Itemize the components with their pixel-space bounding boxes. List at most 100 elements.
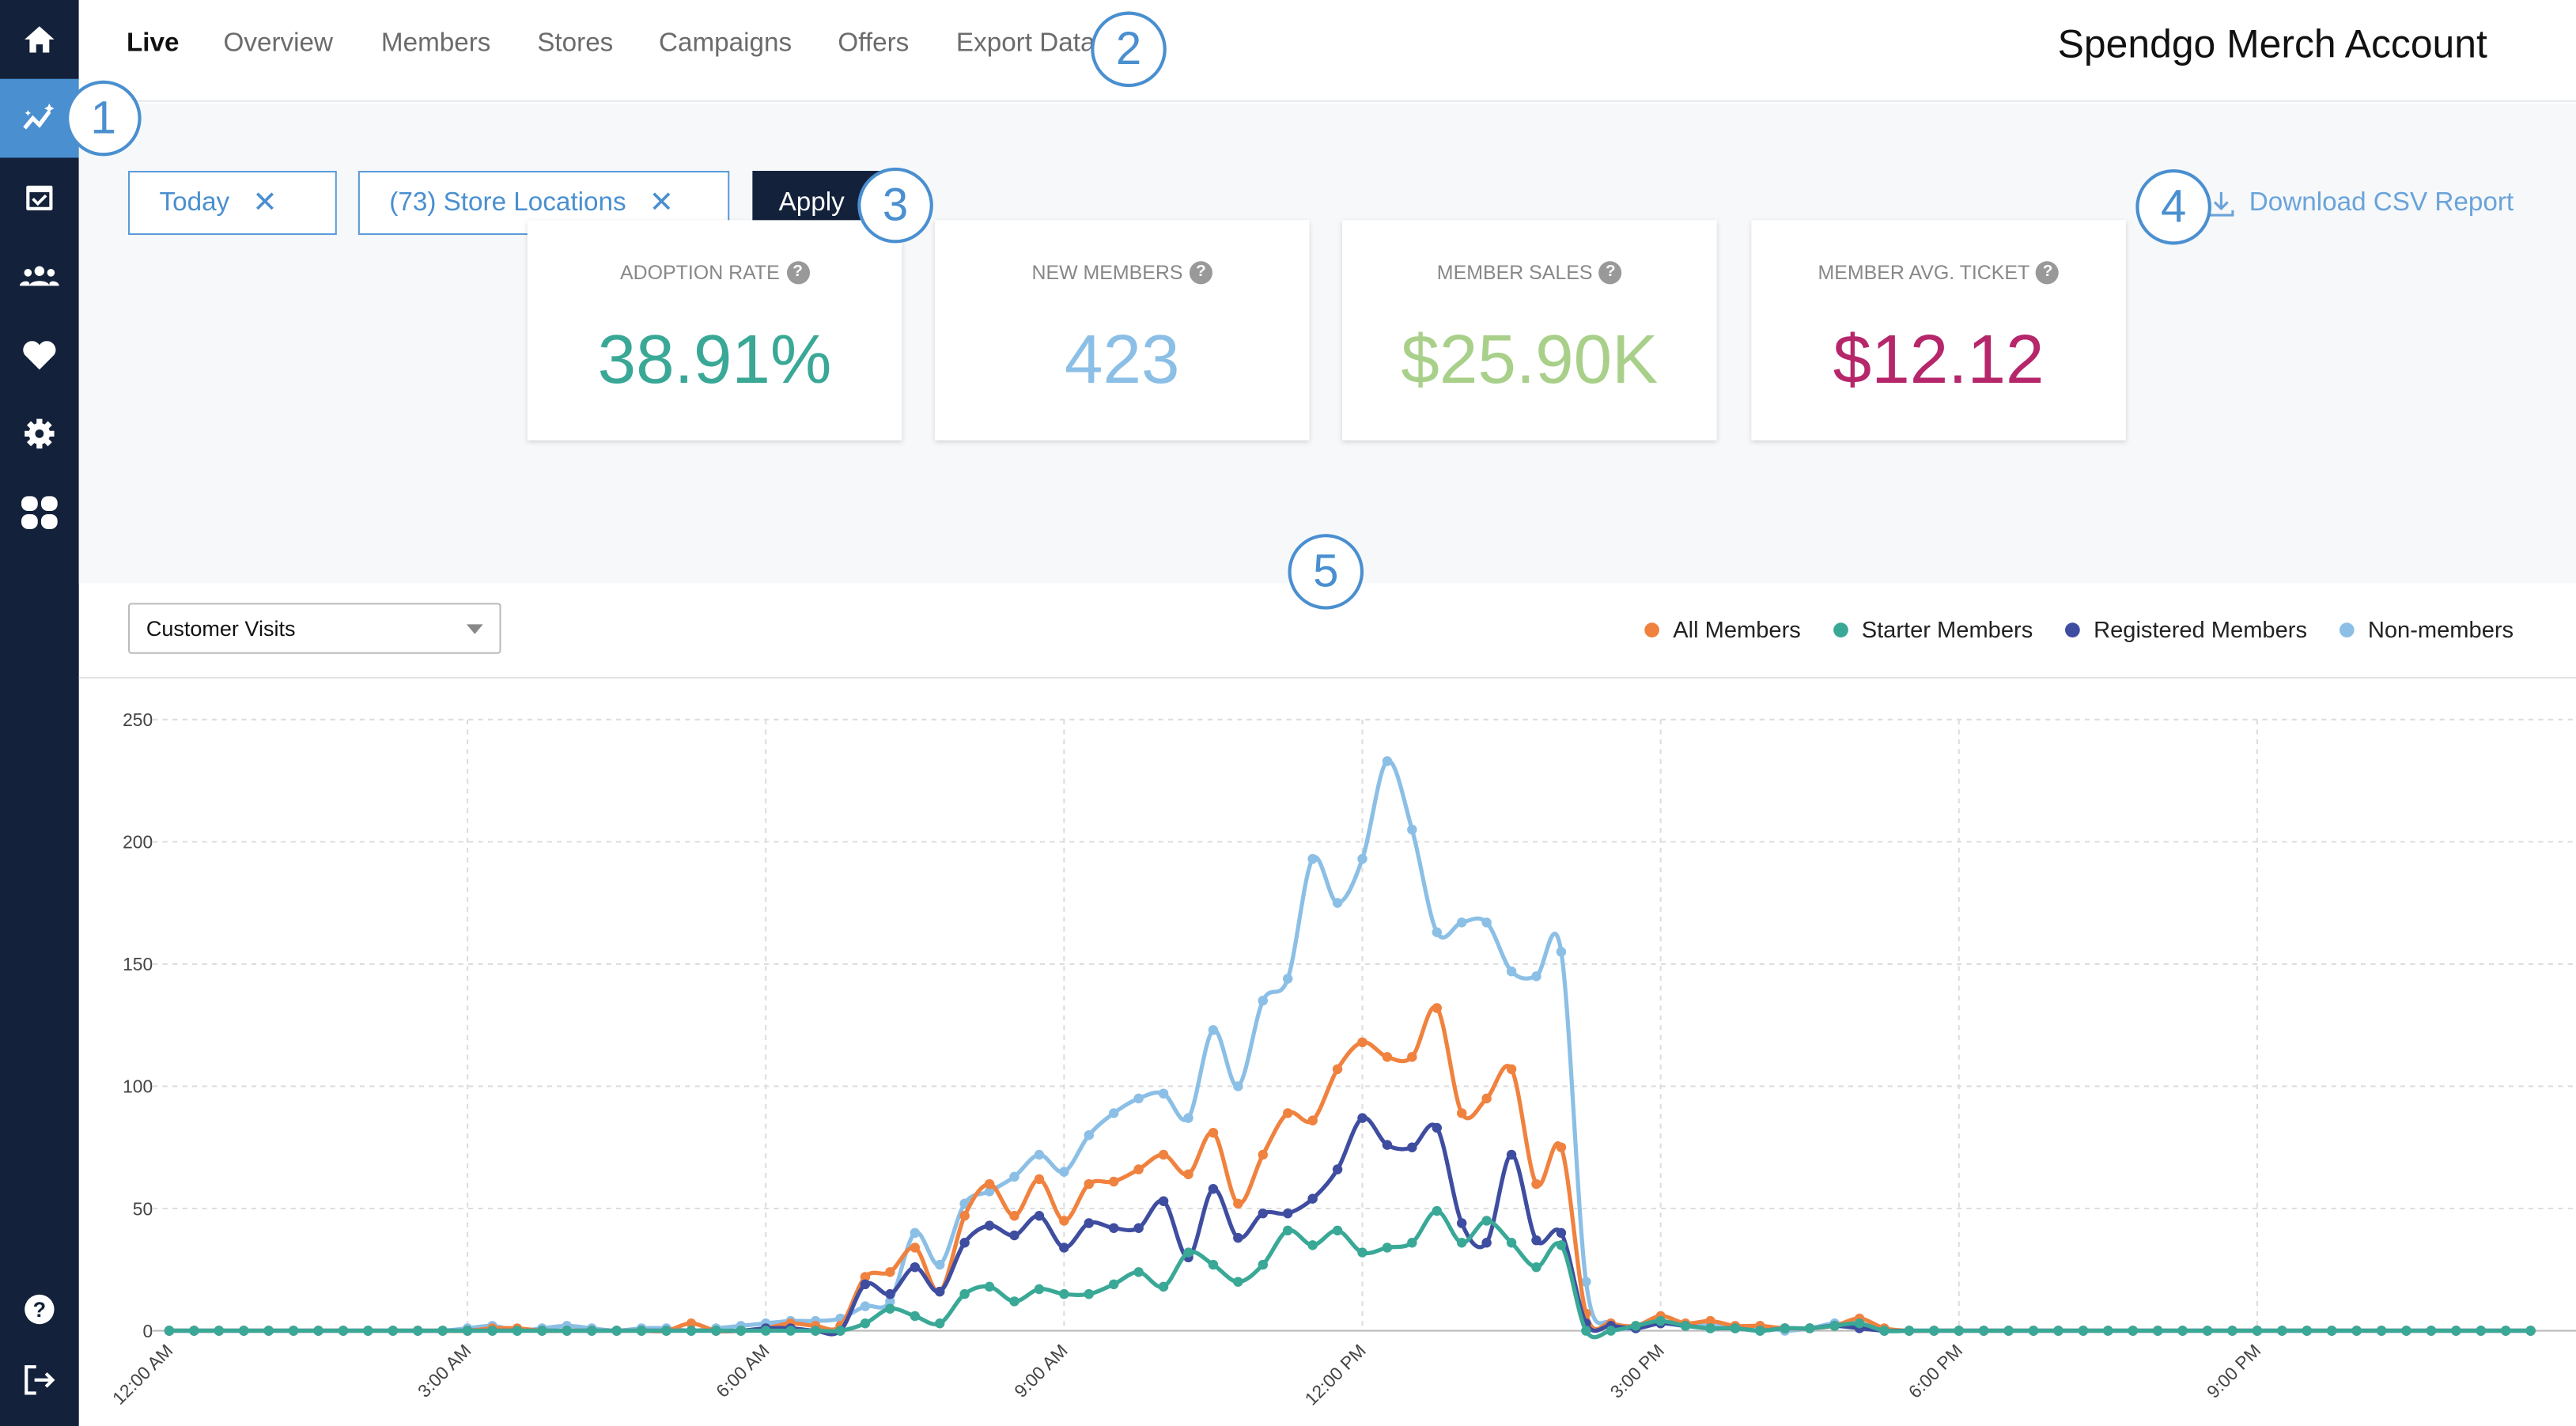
data-point	[910, 1261, 921, 1273]
sidebar-item-favorites[interactable]	[0, 316, 79, 395]
legend-item-starter-members[interactable]: Starter Members	[1833, 616, 2033, 642]
data-point	[1879, 1326, 1889, 1336]
data-point	[1307, 853, 1318, 864]
data-point	[885, 1288, 895, 1299]
data-point	[711, 1326, 721, 1336]
data-point	[338, 1326, 349, 1336]
data-point	[1059, 1243, 1069, 1253]
data-point	[1407, 824, 1417, 835]
tab-members[interactable]: Members	[380, 29, 491, 58]
data-point	[860, 1301, 871, 1311]
data-point	[1506, 966, 1517, 977]
tab-stores[interactable]: Stores	[537, 29, 614, 58]
sidebar-item-members[interactable]	[0, 236, 79, 316]
data-point	[1655, 1315, 1666, 1326]
data-point	[313, 1326, 323, 1336]
data-point	[860, 1318, 871, 1329]
data-point	[1233, 1198, 1243, 1209]
data-point	[1581, 1326, 1591, 1336]
data-point	[2376, 1326, 2387, 1336]
data-point	[1456, 1238, 1467, 1248]
legend-item-non-members[interactable]: Non-members	[2340, 616, 2514, 642]
tab-export-data[interactable]: Export Data	[955, 29, 1095, 58]
data-point	[487, 1326, 497, 1336]
x-tick-label: 9:00 PM	[2203, 1340, 2264, 1401]
data-point	[910, 1243, 921, 1253]
help-icon: ?	[25, 1294, 55, 1325]
tab-offers[interactable]: Offers	[838, 29, 910, 58]
data-point	[2227, 1326, 2237, 1336]
close-icon[interactable]: ✕	[252, 185, 278, 219]
sidebar-item-calendar[interactable]	[0, 157, 79, 236]
data-point	[1332, 1225, 1343, 1236]
legend-dot	[2065, 622, 2081, 637]
annotation-marker: 2	[1091, 11, 1167, 88]
data-point	[1357, 1037, 1367, 1048]
download-csv-button[interactable]: Download CSV Report	[2207, 189, 2514, 218]
data-point	[810, 1326, 821, 1336]
data-point	[1506, 1149, 1517, 1160]
data-point	[1208, 1025, 1219, 1035]
data-point	[1208, 1259, 1219, 1270]
legend-item-registered-members[interactable]: Registered Members	[2065, 616, 2307, 642]
sidebar-item-apps[interactable]	[0, 473, 79, 552]
data-point	[1307, 1193, 1318, 1204]
data-point	[1258, 996, 1269, 1006]
metric-select[interactable]: Customer Visits	[128, 603, 501, 654]
x-tick-label: 3:00 AM	[414, 1340, 475, 1401]
kpi-label: MEMBER SALES	[1436, 261, 1593, 285]
data-point	[910, 1227, 921, 1239]
data-point	[1705, 1315, 1715, 1326]
legend-item-all-members[interactable]: All Members	[1644, 616, 1801, 642]
data-point	[1481, 1238, 1492, 1248]
tab-live[interactable]: Live	[126, 29, 180, 58]
chevron-down-icon	[466, 624, 483, 634]
sidebar-item-settings[interactable]	[0, 395, 79, 474]
data-point	[1432, 927, 1443, 937]
data-point	[1481, 1093, 1492, 1104]
data-point	[1059, 1288, 1069, 1299]
data-point	[288, 1326, 299, 1336]
close-icon[interactable]: ✕	[649, 185, 675, 219]
data-point	[1258, 1149, 1269, 1160]
kpi-value: $25.90K	[1401, 320, 1659, 398]
help-icon[interactable]: ?	[2036, 261, 2060, 285]
data-point	[1158, 1196, 1169, 1206]
tab-campaigns[interactable]: Campaigns	[658, 29, 792, 58]
tab-overview[interactable]: Overview	[223, 29, 334, 58]
data-point	[2401, 1326, 2411, 1336]
series-line-all-members	[168, 1004, 2531, 1333]
sidebar-item-logout[interactable]	[0, 1341, 79, 1420]
data-point	[1133, 1223, 1144, 1233]
data-point	[586, 1326, 597, 1336]
customer-visits-chart: 0 50 100 150 200 250 12:00 AM 3:00 AM 6:00 AM 9:0…	[108, 709, 2576, 1409]
annotation-marker: 4	[2135, 168, 2211, 245]
data-point	[1407, 1238, 1417, 1248]
data-point	[1382, 1243, 1393, 1253]
help-icon[interactable]: ?	[1189, 261, 1212, 285]
data-point	[214, 1326, 225, 1336]
data-point	[959, 1211, 970, 1221]
data-point	[2177, 1326, 2188, 1336]
date-filter-chip[interactable]: Today ✕	[128, 171, 337, 236]
data-point	[189, 1326, 199, 1336]
data-point	[1606, 1326, 1617, 1336]
top-nav: Live Overview Members Stores Campaigns O…	[78, 0, 2576, 102]
data-point	[1978, 1326, 1989, 1336]
kpi-new-members: NEW MEMBERS? 423	[934, 220, 1310, 441]
sidebar-item-help[interactable]: ?	[0, 1270, 79, 1349]
data-point	[1531, 1261, 1541, 1273]
sidebar-item-home[interactable]	[0, 0, 79, 79]
kpi-value: 423	[1064, 320, 1180, 398]
legend-dot	[1644, 622, 1660, 637]
data-point	[959, 1288, 970, 1299]
data-point	[1084, 1288, 1095, 1299]
data-point	[2451, 1326, 2461, 1336]
help-icon[interactable]: ?	[786, 261, 810, 285]
download-csv-label: Download CSV Report	[2249, 188, 2514, 217]
account-name: Spendgo Merch Account	[2057, 23, 2487, 68]
data-point	[1034, 1284, 1045, 1295]
help-icon[interactable]: ?	[1598, 261, 1622, 285]
data-point	[1034, 1174, 1045, 1185]
kpi-label: NEW MEMBERS	[1031, 261, 1183, 285]
